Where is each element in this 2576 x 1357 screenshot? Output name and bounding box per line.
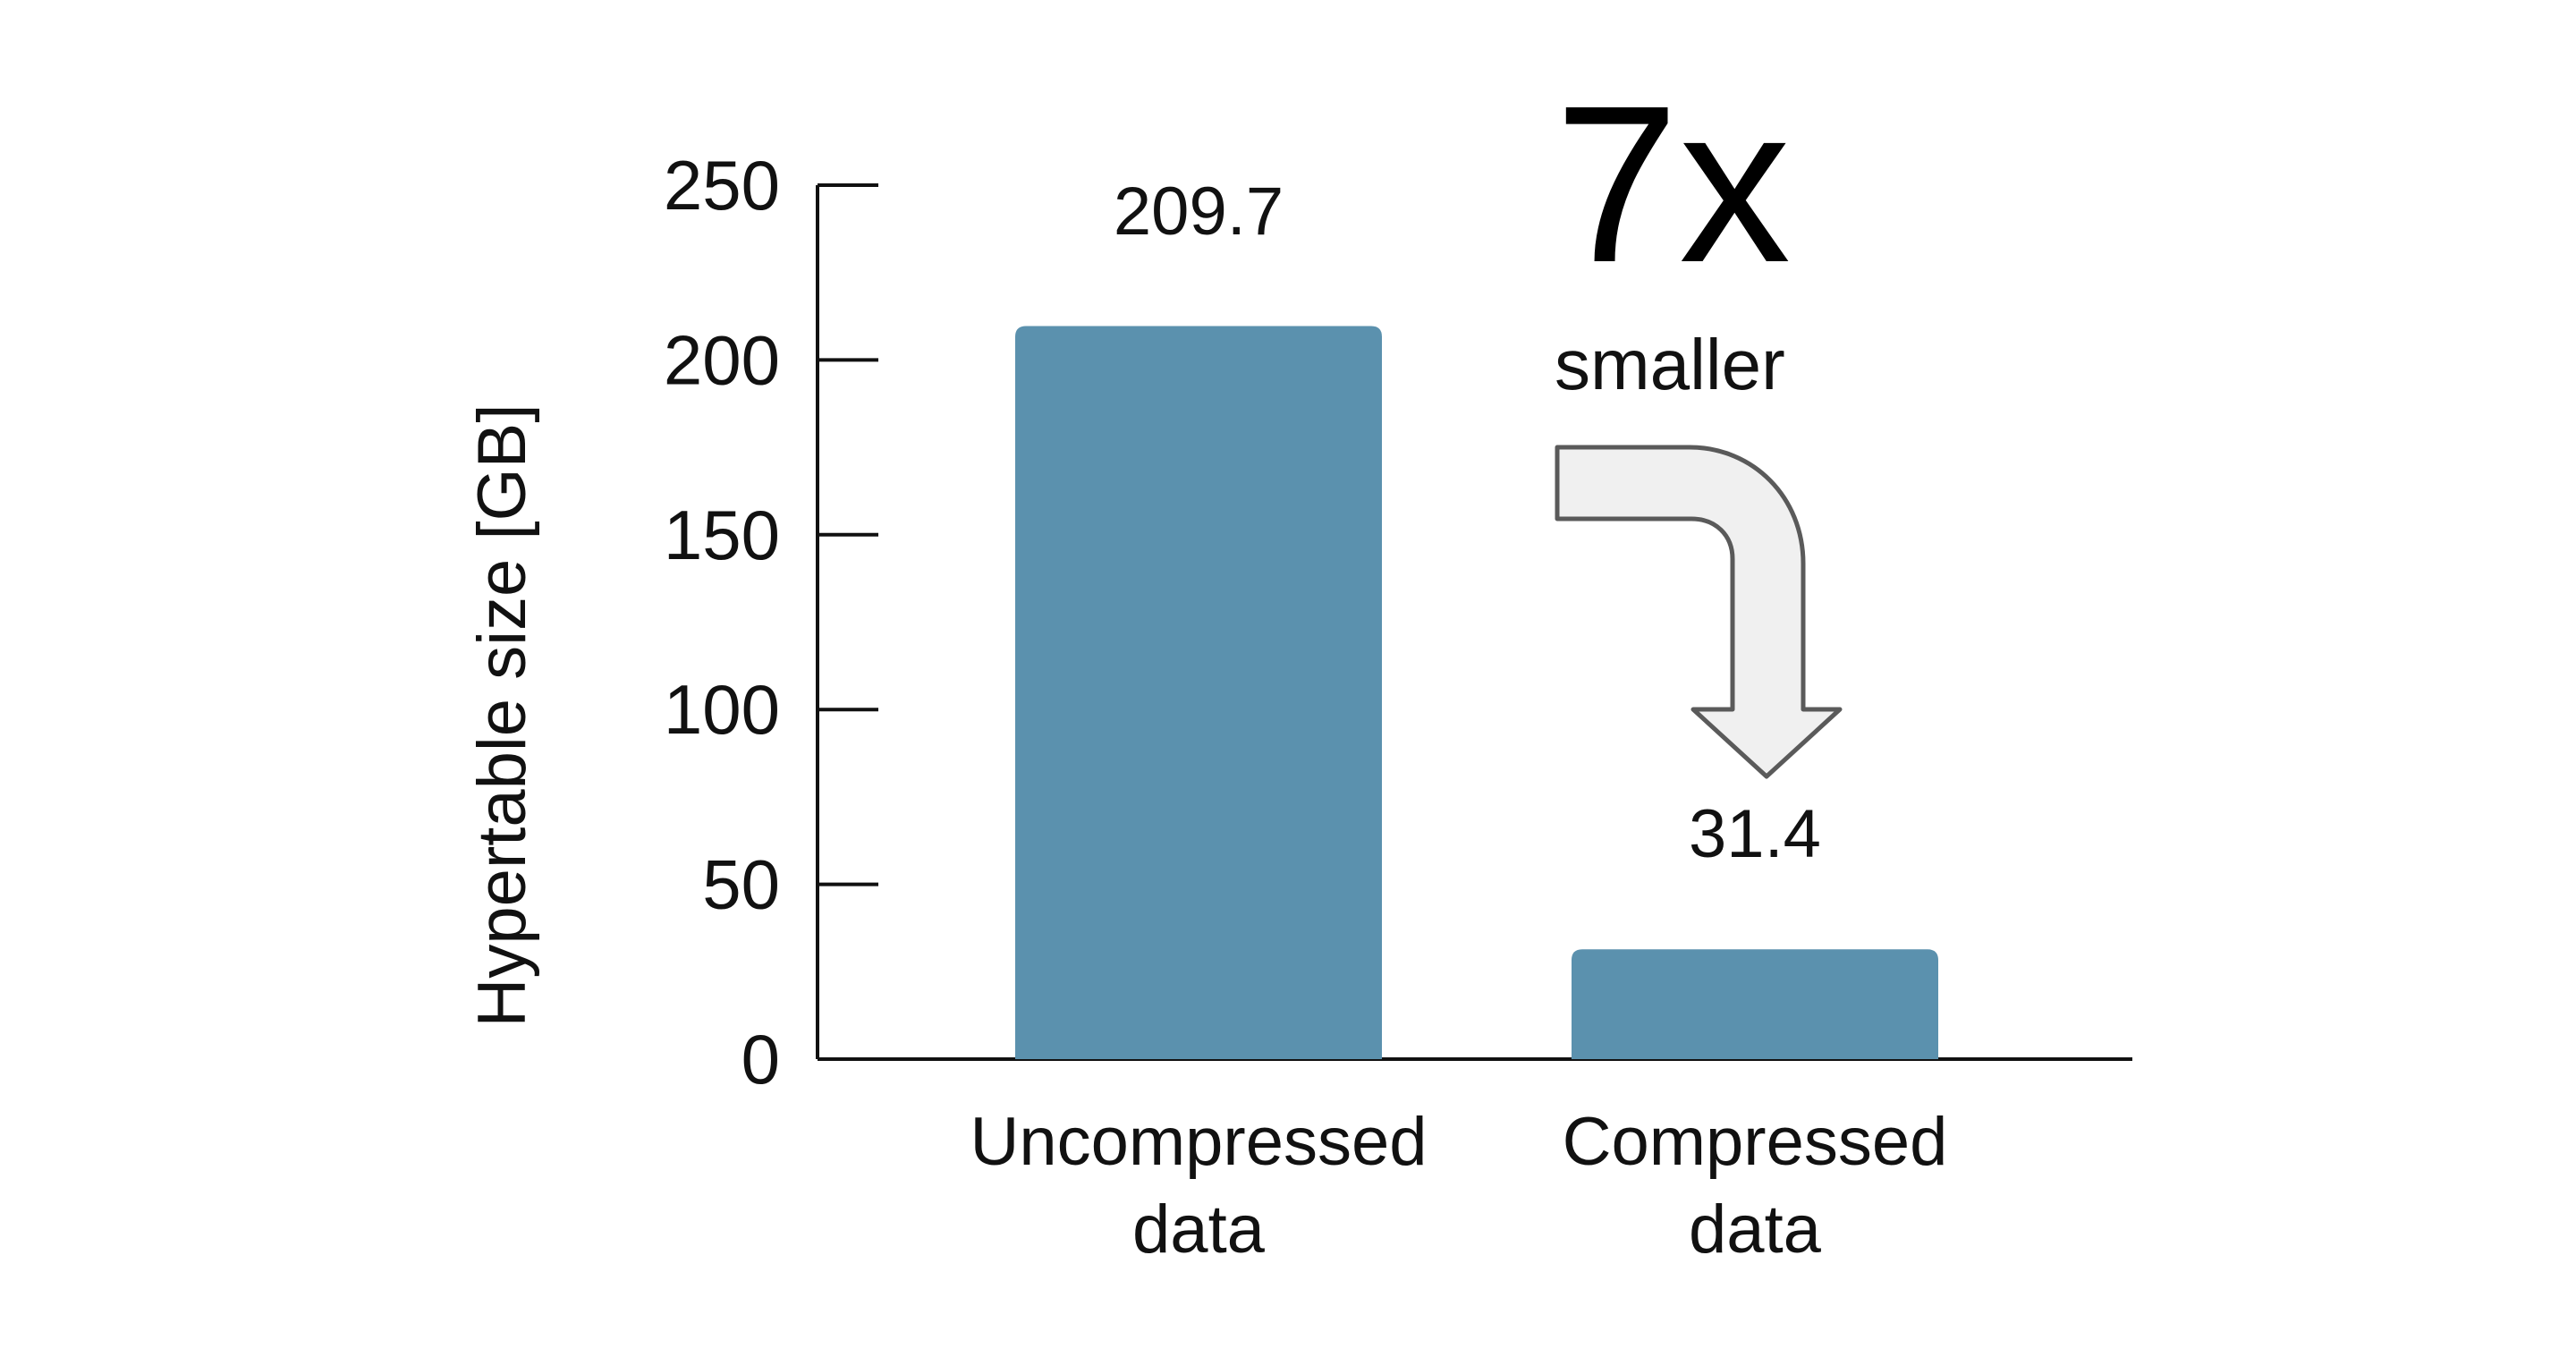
bar-value-label: 209.7 xyxy=(1114,174,1284,250)
x-category-label: Compressed xyxy=(1563,1104,1948,1180)
chart-labels: 0 50 100 150 200 250 209.7 Uncompressed data 31.4… xyxy=(664,146,1948,1268)
y-tick-label: 100 xyxy=(664,670,780,749)
ratio-annotation-caption: smaller xyxy=(1555,325,1785,404)
x-category-label: data xyxy=(1689,1192,1822,1268)
bar-0 xyxy=(1015,326,1382,1059)
curved-arrow-icon xyxy=(1555,445,1843,779)
x-category-label: Uncompressed xyxy=(970,1104,1427,1180)
bar-1 xyxy=(1572,949,1938,1059)
x-category-label: data xyxy=(1132,1192,1266,1268)
ratio-annotation: 7x xyxy=(1555,59,1791,309)
y-axis-title: Hypertable size [GB] xyxy=(464,404,540,1028)
chart-bars xyxy=(1015,326,1938,1059)
y-tick-label: 50 xyxy=(702,845,780,924)
y-tick-label: 150 xyxy=(664,496,780,574)
y-tick-label: 250 xyxy=(664,146,780,225)
bar-value-label: 31.4 xyxy=(1689,796,1821,872)
chart-axes xyxy=(816,183,2132,1061)
y-tick-label: 0 xyxy=(741,1020,780,1098)
y-tick-label: 200 xyxy=(664,320,780,399)
